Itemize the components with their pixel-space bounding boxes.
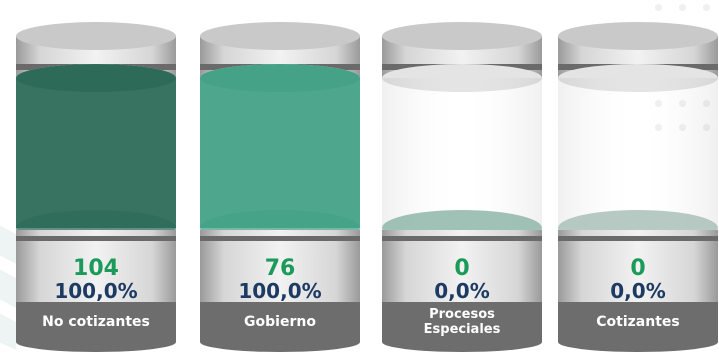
glass-body	[382, 78, 542, 228]
count-value: 76	[264, 256, 296, 281]
base-panel	[558, 248, 718, 302]
cylinder-top	[200, 22, 360, 50]
cylinder-top	[382, 22, 542, 50]
cylinder-procesos-especiales: 0 0,0% Procesos Especiales	[382, 20, 542, 352]
count-value: 0	[630, 256, 646, 281]
cylinder-graphic	[382, 22, 542, 352]
category-label: Cotizantes	[596, 314, 680, 330]
base-ring	[16, 236, 176, 241]
cylinder-cotizantes: 0 0,0% Cotizantes	[558, 20, 718, 352]
base-panel	[16, 248, 176, 302]
cylinder-graphic	[16, 22, 176, 352]
category-label: No cotizantes	[42, 314, 150, 330]
category-label: Gobierno	[244, 314, 316, 330]
base-panel	[200, 248, 360, 302]
watermark-chevron-icon	[0, 225, 16, 350]
count-value: 104	[73, 256, 119, 281]
cylinder-no-cotizantes: 104 100,0% No cotizantes	[16, 20, 176, 352]
cylinder-top	[16, 22, 176, 50]
cylinder-top	[558, 22, 718, 50]
base-panel	[382, 248, 542, 302]
percent-value: 0,0%	[610, 279, 666, 303]
category-label: Procesos Especiales	[423, 307, 501, 337]
glass-body	[558, 78, 718, 228]
base-ring	[200, 236, 360, 241]
liquid-surface	[200, 64, 360, 92]
base-ring	[558, 236, 718, 241]
cylinder-graphic	[200, 22, 360, 352]
percent-value: 100,0%	[238, 279, 322, 303]
liquid-fill	[200, 78, 360, 228]
count-value: 0	[454, 256, 470, 281]
cylinder-gobierno: 76 100,0% Gobierno	[200, 20, 360, 352]
percent-value: 0,0%	[434, 279, 490, 303]
cylinder-graphic	[558, 22, 718, 352]
percent-value: 100,0%	[54, 279, 138, 303]
liquid-surface	[16, 64, 176, 92]
base-ring	[382, 236, 542, 241]
liquid-fill	[16, 78, 176, 228]
